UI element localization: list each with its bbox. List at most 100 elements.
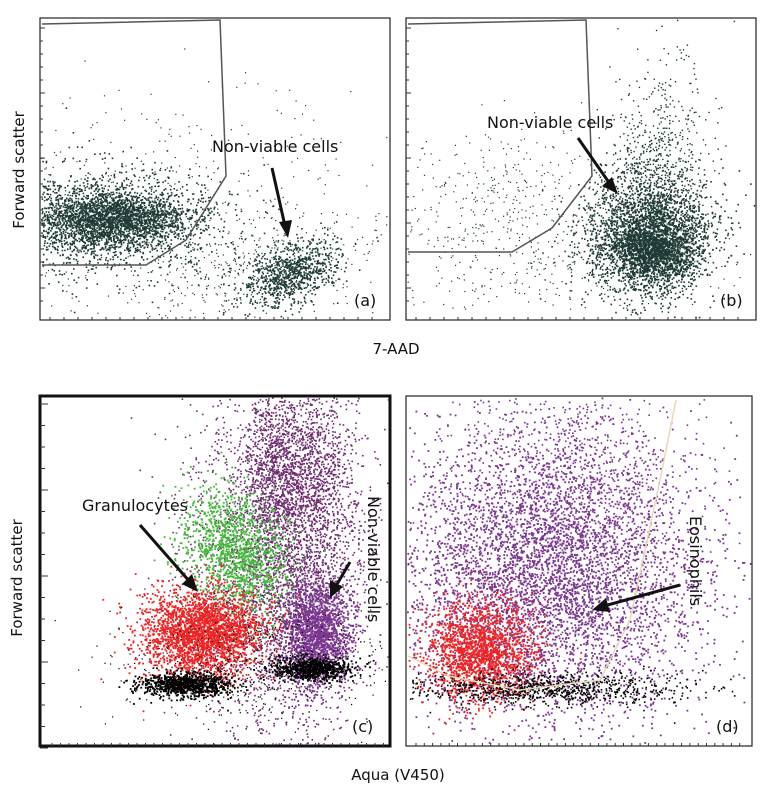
scatter-point [102,206,103,207]
scatter-point [129,192,131,194]
scatter-point [109,226,111,228]
scatter-point [186,216,187,217]
scatter-point [269,260,271,262]
scatter-point [276,294,278,296]
scatter-point [288,250,290,252]
scatter-point [279,261,281,263]
scatter-point [256,256,258,258]
scatter-point [191,148,192,149]
scatter-point [197,202,199,204]
scatter-point [94,229,96,231]
scatter-point [84,185,86,187]
scatter-point [175,208,177,210]
scatter-point [173,212,175,214]
scatter-point [65,236,67,238]
scatter-point [68,278,69,279]
scatter-point [290,288,292,290]
scatter-point [149,216,151,218]
scatter-point [73,232,75,234]
scatter-point [84,165,85,166]
scatter-point [137,229,138,230]
scatter-point [79,194,81,196]
scatter-point [44,196,46,198]
scatter-point [81,178,82,179]
scatter-point [88,217,90,219]
scatter-point [63,206,65,208]
scatter-point [126,204,128,206]
scatter-point [280,257,282,259]
scatter-point [192,242,193,243]
scatter-point [271,257,272,258]
scatter-point [288,293,290,295]
scatter-point [506,174,507,175]
scatter-point [298,303,300,305]
scatter-point [299,217,300,218]
scatter-point [156,225,158,227]
scatter-point [152,270,153,271]
scatter-point [75,195,77,197]
scatter-point [147,226,149,228]
scatter-point [295,208,296,209]
scatter-point [66,272,67,273]
scatter-point [182,210,183,211]
scatter-point [295,263,297,265]
scatter-point [91,223,92,224]
scatter-point [147,280,148,281]
scatter-point [113,252,114,253]
scatter-point [172,170,173,171]
scatter-point [51,217,53,219]
scatter-point [127,249,129,251]
scatter-point [234,289,236,291]
scatter-point [307,245,309,247]
scatter-point [127,217,129,219]
scatter-point [146,119,147,120]
scatter-point [141,193,143,195]
scatter-point [83,235,85,237]
scatter-point [78,219,80,221]
scatter-point [235,303,236,304]
scatter-point [350,91,351,92]
scatter-point [301,279,303,281]
scatter-point [193,198,195,200]
scatter-point [146,242,148,244]
scatter-point [130,237,132,239]
scatter-point [167,317,168,318]
scatter-point [270,250,272,252]
scatter-point [222,276,223,277]
scatter-point [196,125,197,126]
scatter-point [127,203,129,205]
scatter-point [87,250,89,252]
scatter-point [277,247,278,248]
scatter-point [271,247,272,248]
scatter-point [132,233,134,235]
scatter-point [344,271,346,273]
scatter-point [203,198,205,200]
scatter-point [181,213,183,215]
scatter-point [297,158,298,159]
scatter-point [289,268,291,270]
scatter-point [327,234,329,236]
scatter-point [149,285,151,287]
scatter-point [284,296,286,298]
scatter-point [87,232,89,234]
scatter-point [142,199,144,201]
scatter-point [137,216,139,218]
scatter-point [250,285,251,286]
scatter-point [324,227,326,229]
scatter-point [173,285,174,286]
scatter-point [88,241,90,243]
scatter-point [127,302,128,303]
scatter-point [216,202,218,204]
scatter-point [195,317,196,318]
scatter-point [241,236,242,237]
scatter-point [300,274,302,276]
scatter-point [141,202,143,204]
scatter-point [142,245,144,247]
scatter-point [148,231,150,233]
scatter-point [70,195,71,196]
scatter-point [61,205,63,207]
scatter-point [56,155,57,156]
scatter-point [469,142,470,143]
scatter-point [70,176,72,178]
scatter-point [84,178,86,180]
